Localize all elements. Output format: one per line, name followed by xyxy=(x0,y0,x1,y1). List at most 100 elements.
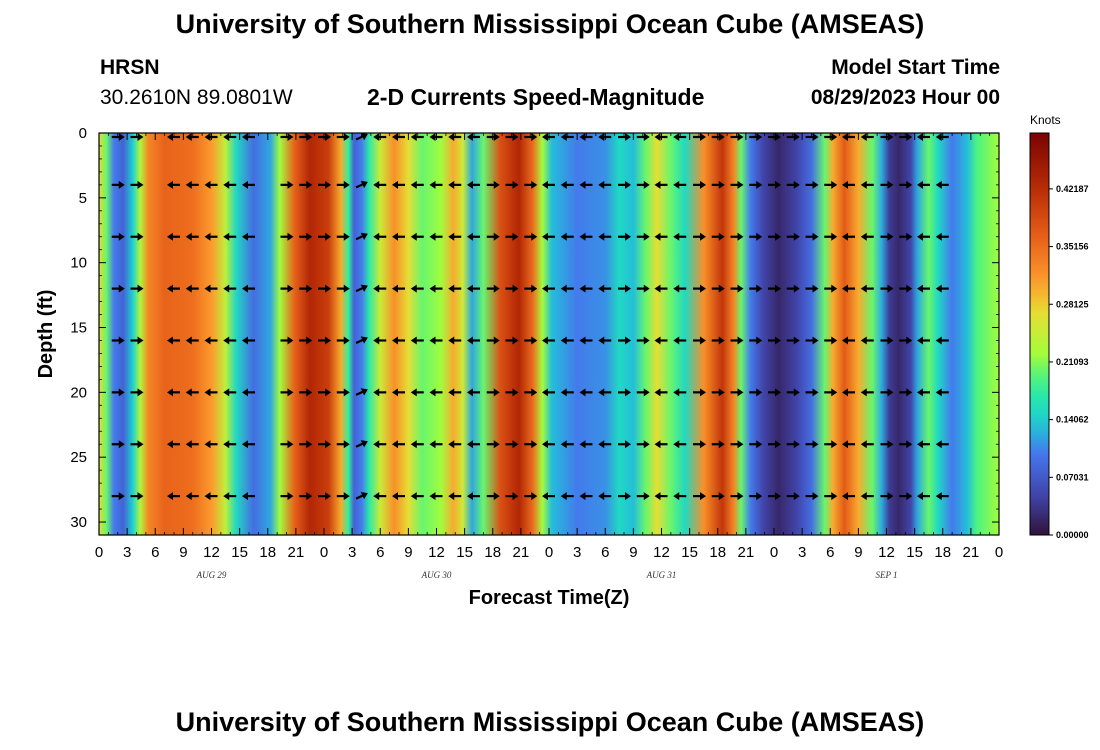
arrow-head xyxy=(287,180,294,189)
current-arrow xyxy=(842,232,855,241)
arrow-head xyxy=(137,180,144,189)
current-arrow xyxy=(730,180,744,189)
current-arrow xyxy=(768,232,781,241)
arrow-head xyxy=(373,440,380,449)
current-arrow xyxy=(917,388,930,397)
arrow-head xyxy=(737,232,744,241)
arrow-head xyxy=(542,440,548,449)
arrow-head xyxy=(643,180,650,189)
arrow-head xyxy=(598,336,605,345)
arrow-head xyxy=(467,284,473,293)
arrow-head xyxy=(887,180,894,189)
current-arrow xyxy=(768,388,781,397)
current-arrow xyxy=(917,180,930,189)
arrow-head xyxy=(643,492,650,501)
colorbar-unit-label: Knots xyxy=(1030,113,1061,127)
current-arrow xyxy=(429,440,443,449)
arrow-head xyxy=(448,336,455,345)
arrow-head xyxy=(204,284,211,293)
arrow-head xyxy=(325,284,331,293)
current-arrow xyxy=(899,180,913,189)
current-arrow xyxy=(805,336,819,345)
arrow-head xyxy=(842,388,848,397)
current-arrow xyxy=(373,336,387,345)
current-arrow xyxy=(185,492,199,501)
arrow-head xyxy=(448,440,455,449)
arrow-head xyxy=(812,492,819,501)
arrow-head xyxy=(360,492,368,500)
arrow-head xyxy=(860,440,867,449)
axes: 0 3 6 9 12 15 18 21 0 3 6 9 12 15 18 21 0 3 6 9 12 15 18 21 0 3 6 9… xyxy=(70,125,1003,580)
current-arrow xyxy=(392,336,405,345)
current-arrow xyxy=(860,388,874,397)
arrow-head xyxy=(242,492,248,501)
x-tick-label: 3 xyxy=(348,544,356,561)
arrow-head xyxy=(167,284,173,293)
arrow-head xyxy=(185,440,192,449)
x-tick-label: 3 xyxy=(123,544,131,561)
arrow-head xyxy=(756,133,763,141)
arrow-head xyxy=(325,388,331,397)
current-arrow xyxy=(486,284,500,293)
current-arrow xyxy=(524,388,538,397)
current-arrow xyxy=(842,492,855,501)
model-start-label: Model Start Time xyxy=(831,56,1000,79)
arrow-head xyxy=(392,492,398,501)
arrow-head xyxy=(325,133,331,141)
arrow-head xyxy=(887,440,894,449)
current-arrow xyxy=(242,232,255,241)
arrow-head xyxy=(343,180,350,189)
colorbar-tick-label: 0.21093 xyxy=(1056,357,1089,367)
current-arrow xyxy=(880,388,894,397)
current-arrow xyxy=(860,133,874,141)
current-arrow xyxy=(336,492,350,501)
current-arrow xyxy=(242,180,255,189)
arrow-head xyxy=(493,180,500,189)
current-arrow xyxy=(917,440,930,449)
current-arrow xyxy=(860,492,874,501)
current-arrow xyxy=(654,388,668,397)
arrow-head xyxy=(654,336,661,345)
current-arrow xyxy=(805,284,819,293)
current-arrow xyxy=(410,180,424,189)
y-tick-label: 10 xyxy=(70,255,87,272)
arrow-head xyxy=(306,284,313,293)
arrow-head xyxy=(306,388,313,397)
current-arrow xyxy=(598,180,612,189)
current-arrow xyxy=(636,492,650,501)
station-code: HRSN xyxy=(100,56,160,79)
arrow-head xyxy=(831,336,838,345)
current-arrow xyxy=(824,388,838,397)
current-arrow xyxy=(842,284,855,293)
current-arrow xyxy=(524,133,538,141)
current-arrow xyxy=(805,440,819,449)
arrow-head xyxy=(860,388,867,397)
arrow-head xyxy=(700,388,706,397)
x-tick-label: 12 xyxy=(653,544,670,561)
arrow-head xyxy=(287,284,294,293)
current-arrow xyxy=(618,284,631,293)
current-arrow xyxy=(223,440,237,449)
arrow-head xyxy=(410,133,417,141)
arrow-head xyxy=(204,232,211,241)
arrow-head xyxy=(167,133,173,141)
current-arrow xyxy=(618,388,631,397)
current-arrow xyxy=(880,440,894,449)
arrow-head xyxy=(467,180,473,189)
current-arrow xyxy=(505,440,519,449)
arrow-head xyxy=(493,284,500,293)
arrow-head xyxy=(343,133,350,141)
arrow-head xyxy=(137,284,144,293)
arrow-head xyxy=(373,336,380,345)
current-arrow xyxy=(730,388,744,397)
y-tick-label: 15 xyxy=(70,320,87,337)
current-arrow xyxy=(429,180,443,189)
current-arrow xyxy=(542,133,555,141)
arrow-head xyxy=(325,336,331,345)
current-arrow xyxy=(768,440,781,449)
current-arrow xyxy=(711,284,725,293)
current-arrow xyxy=(280,232,294,241)
arrow-head xyxy=(185,180,192,189)
arrow-head xyxy=(579,133,586,141)
arrow-head xyxy=(737,492,744,501)
